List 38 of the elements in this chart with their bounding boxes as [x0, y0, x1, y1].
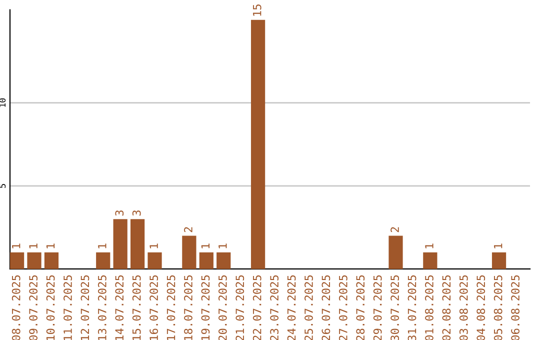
data-label: 2 — [390, 227, 399, 232]
data-label: 1 — [98, 244, 106, 248]
bar — [96, 252, 110, 269]
bar — [10, 252, 24, 269]
data-label: 1 — [150, 244, 158, 248]
bar — [27, 252, 42, 269]
data-label: 1 — [494, 244, 502, 248]
x-tick-label: 12.07.2025 — [80, 275, 90, 340]
bar — [182, 236, 196, 269]
data-label: 3 — [115, 210, 124, 216]
x-tick-label: 14.07.2025 — [115, 275, 124, 340]
data-label: 1 — [425, 244, 434, 248]
x-tick-label: 11.07.2025 — [64, 275, 72, 340]
data-label: 1 — [201, 244, 210, 248]
x-tick-label: 10.07.2025 — [46, 275, 55, 340]
bar — [216, 252, 231, 269]
data-label: 15 — [253, 4, 262, 16]
x-tick-label: 15.07.2025 — [132, 275, 141, 340]
bar — [423, 252, 438, 269]
bar — [388, 236, 403, 269]
bar — [44, 252, 59, 269]
data-label: 1 — [12, 244, 20, 248]
data-label: 1 — [46, 244, 55, 248]
data-label: 1 — [29, 244, 38, 248]
bar — [113, 219, 128, 269]
x-tick-label: 18.07.2025 — [184, 275, 192, 340]
bar — [250, 20, 266, 269]
x-tick-label: 13.07.2025 — [98, 275, 106, 340]
data-label: 3 — [132, 210, 141, 216]
data-label: 1 — [218, 244, 227, 248]
bar — [130, 219, 145, 269]
bar — [492, 252, 506, 269]
x-tick-label: 16.07.2025 — [150, 275, 158, 340]
data-label: 2 — [184, 227, 192, 232]
x-tick-label: 19.07.2025 — [201, 275, 210, 340]
bar — [148, 252, 162, 269]
bar — [199, 252, 214, 269]
x-tick-label: 17.07.2025 — [166, 275, 176, 340]
